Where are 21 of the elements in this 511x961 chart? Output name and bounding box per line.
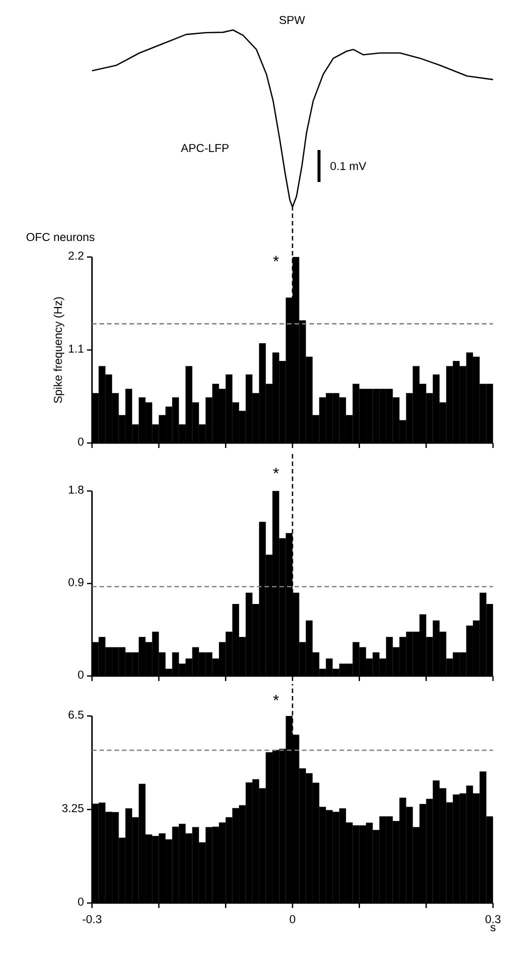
y-tick-label: 1.1 [68,344,84,353]
x-tick-label: 0 [290,915,296,924]
annotation: * [273,256,279,262]
chart-title: SPW [279,16,305,24]
text: * [273,468,279,474]
x-tick-label: 0.3 [485,915,500,924]
y-tick-label: 0 [78,898,84,906]
y-tick-label: 0.9 [68,578,84,586]
y-tick-label: 0 [78,670,84,679]
y-tick-label: 3.25 [62,804,84,812]
chart-title: OFC neurons [26,232,94,242]
y-tick-label: 2.2 [68,252,84,260]
y-axis-title: Spike frequency (Hz) [54,297,64,403]
x-tick-label: -0.3 [82,915,102,924]
annotation: 0.1 mV [330,162,366,170]
y-tick-label: 0 [78,438,84,446]
x-axis-title: s [490,925,496,932]
annotation: APC-LFP [180,144,229,152]
y-tick-label: 6.5 [68,710,84,719]
y-tick-label: 1.8 [68,486,84,494]
text: * [273,694,279,700]
